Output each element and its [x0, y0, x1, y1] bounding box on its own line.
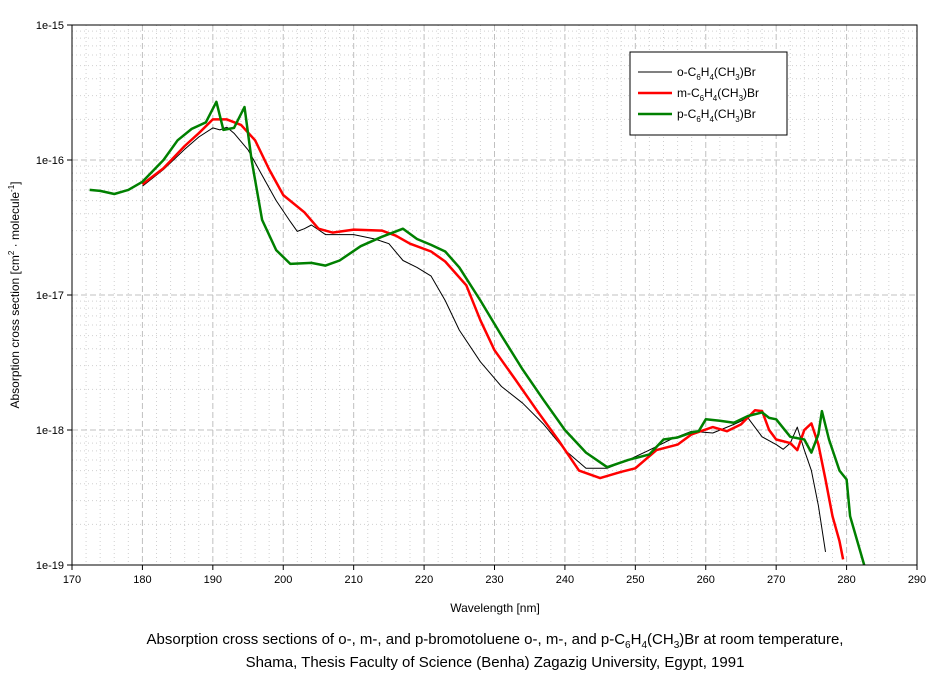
caption-line-1: Absorption cross sections of o-, m-, and…: [146, 631, 844, 651]
x-tick-label: 180: [133, 574, 151, 586]
x-tick-label: 190: [204, 574, 222, 586]
y-tick-label: 1e-15: [36, 20, 64, 32]
x-tick-label: 200: [274, 574, 292, 586]
caption-line-2: Shama, Thesis Faculty of Science (Benha)…: [245, 654, 745, 671]
y-tick-label: 1e-19: [36, 560, 64, 572]
x-axis-label: Wavelength [nm]: [450, 601, 540, 615]
legend-label: p-C6H4(CH3)Br: [677, 107, 756, 124]
series-line-p: [89, 100, 866, 566]
x-tick-label: 260: [697, 574, 715, 586]
y-axis-label: Absorption cross section [cm2 · molecule…: [7, 181, 22, 408]
x-tick-label: 250: [626, 574, 644, 586]
legend-label: m-C6H4(CH3)Br: [677, 86, 759, 103]
x-tick-label: 270: [767, 574, 785, 586]
x-tick-label: 210: [344, 574, 362, 586]
curves: [89, 100, 866, 566]
legend-label: o-C6H4(CH3)Br: [677, 65, 756, 82]
x-tick-label: 220: [415, 574, 433, 586]
grid: [71, 25, 918, 565]
x-tick-label: 230: [485, 574, 503, 586]
y-tick-label: 1e-17: [36, 290, 64, 302]
series-line-m: [141, 118, 845, 560]
y-tick-label: 1e-18: [36, 425, 64, 437]
legend: o-C6H4(CH3)Br m-C6H4(CH3)Br p-C6H4(CH3)Br: [629, 51, 788, 136]
x-tick-label: 280: [837, 574, 855, 586]
x-tick-label: 240: [556, 574, 574, 586]
series-line-o: [142, 126, 826, 552]
y-tick-label: 1e-16: [36, 155, 64, 167]
x-tick-label: 290: [908, 574, 926, 586]
x-tick-label: 170: [63, 574, 81, 586]
axis-ticks: 170 180 190 200 210 220 230 240 250 260 270 280 290 1…: [36, 20, 926, 586]
